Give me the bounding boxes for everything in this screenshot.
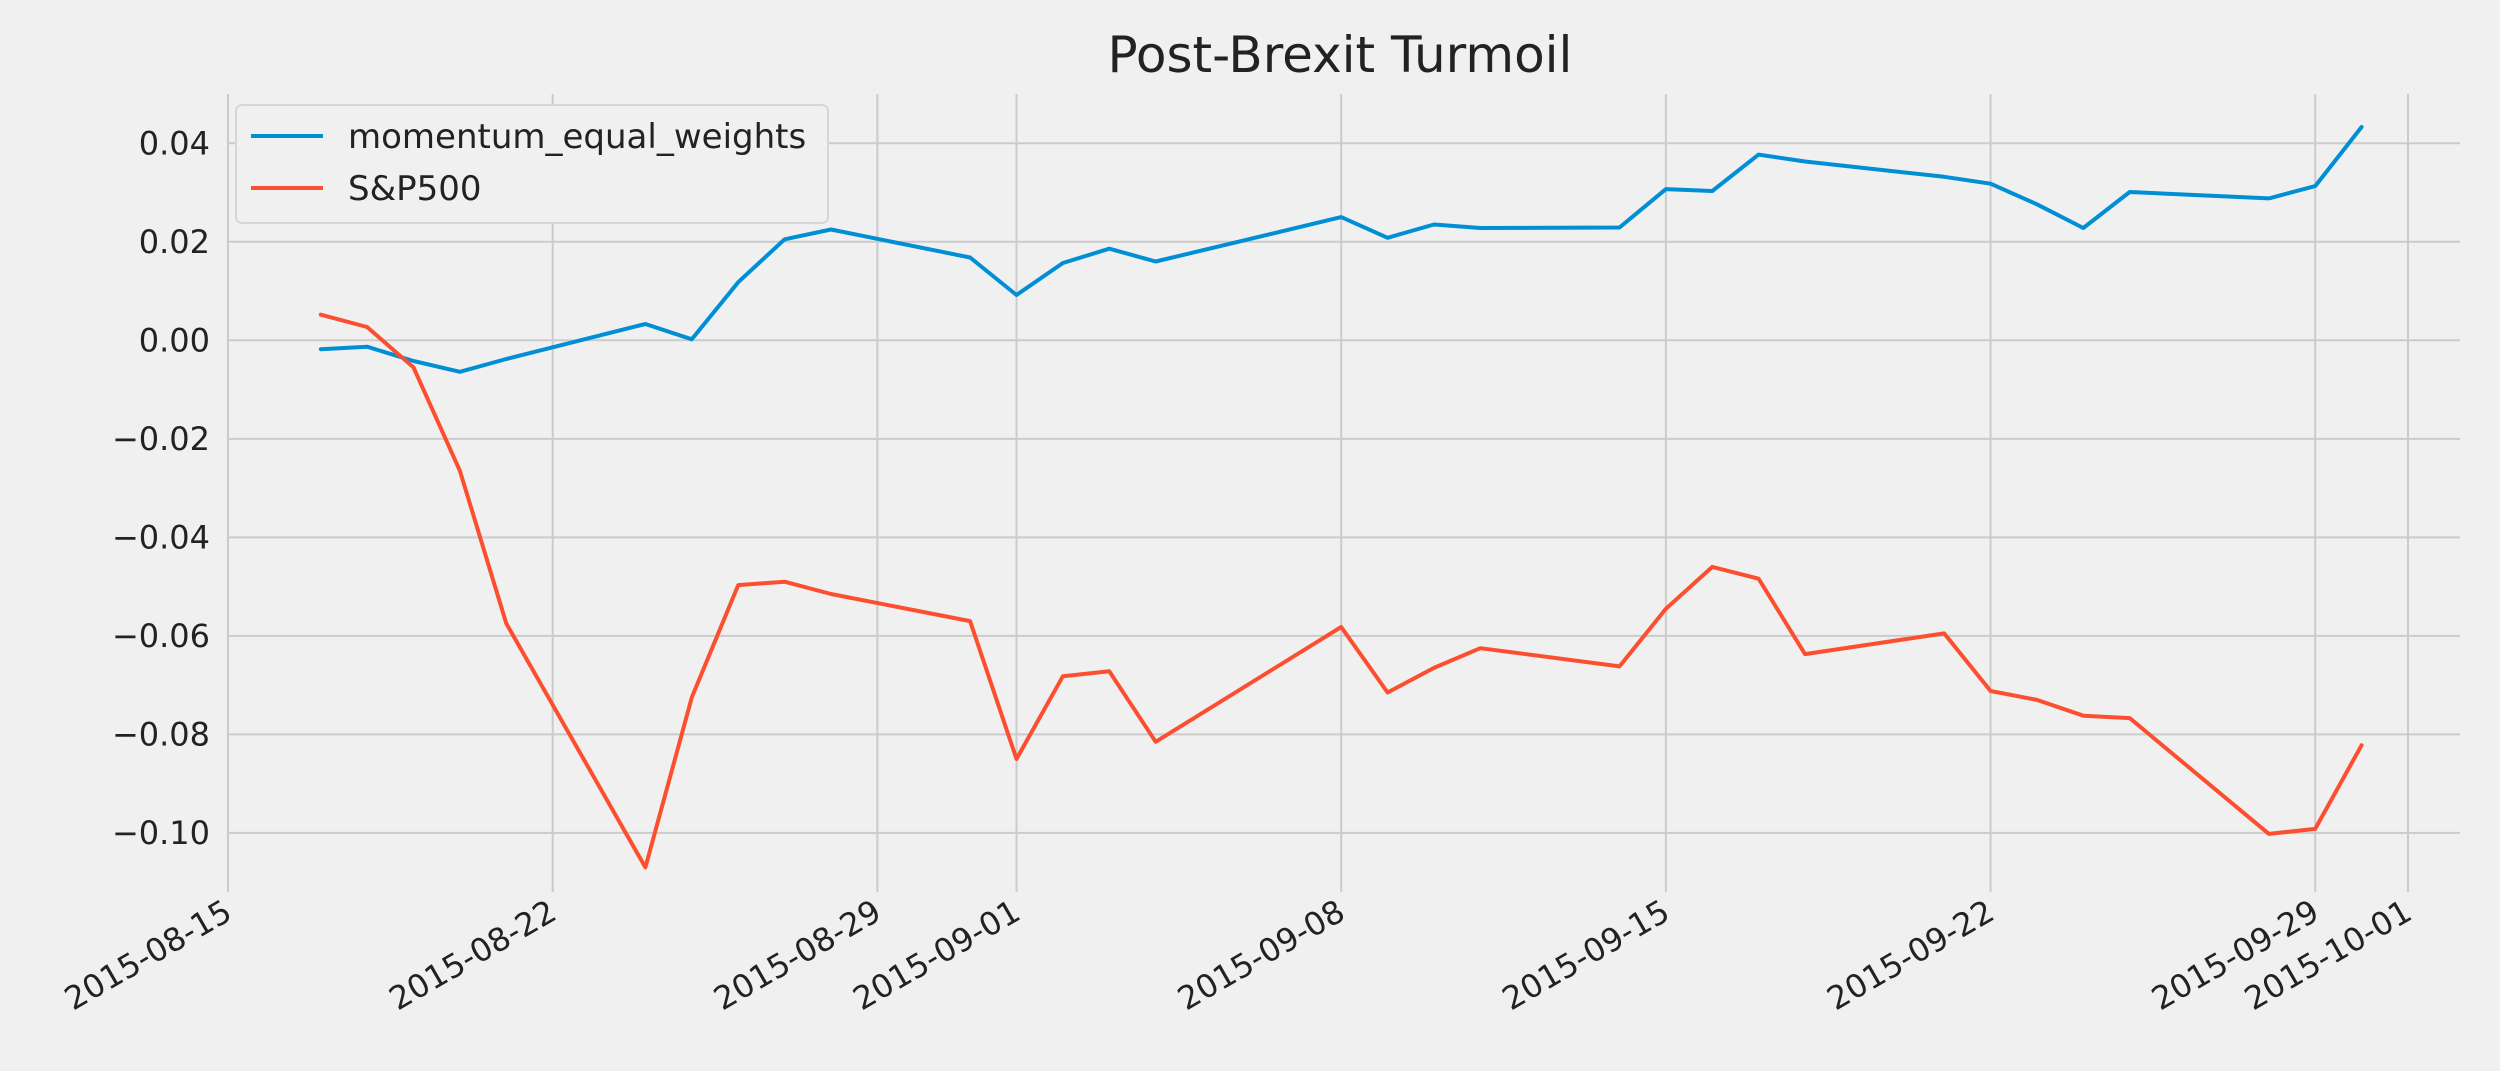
y-tick-label: −0.04 [112,518,210,556]
chart-title: Post-Brexit Turmoil [1108,26,1573,84]
series-line-1 [318,312,2364,870]
legend-label: S&P500 [348,169,482,209]
y-tick-label: −0.08 [112,715,210,753]
y-tick-label: 0.00 [139,321,210,359]
legend: momentum_equal_weights S&P500 [235,104,829,224]
y-tick-label: 0.04 [139,124,210,162]
y-tick-label: −0.10 [112,814,210,852]
y-tick-label: −0.06 [112,617,210,655]
series-line-0 [318,125,2364,374]
legend-box [235,104,829,224]
y-tick-label: −0.02 [112,420,210,458]
y-axis-tick-labels: 0.04 0.02 0.00 −0.02 −0.04 −0.06 −0.08 −0.10 [112,124,210,852]
y-tick-label: 0.02 [139,223,210,261]
grid-lines [227,94,2460,892]
series-lines [318,125,2364,870]
legend-label: momentum_equal_weights [348,117,806,157]
